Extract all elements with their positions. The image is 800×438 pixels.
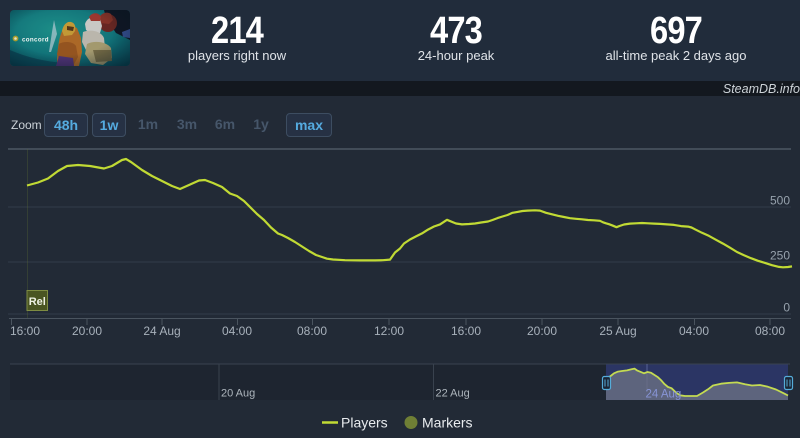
svg-text:24 Aug: 24 Aug	[646, 389, 682, 401]
svg-text:08:00: 08:00	[297, 324, 327, 338]
svg-text:04:00: 04:00	[222, 324, 252, 338]
svg-text:250: 250	[770, 249, 790, 263]
svg-text:25 Aug: 25 Aug	[599, 324, 636, 338]
svg-text:12:00: 12:00	[374, 324, 404, 338]
svg-text:20:00: 20:00	[527, 324, 557, 338]
svg-text:500: 500	[770, 194, 790, 208]
svg-text:22 Aug: 22 Aug	[436, 388, 470, 400]
svg-text:16:00: 16:00	[451, 324, 481, 338]
svg-text:0: 0	[783, 301, 790, 315]
svg-text:concord: concord	[22, 36, 49, 43]
svg-text:Players: Players	[341, 415, 388, 431]
svg-text:Markers: Markers	[422, 415, 473, 431]
svg-text:04:00: 04:00	[679, 324, 709, 338]
svg-text:24 Aug: 24 Aug	[143, 324, 180, 338]
svg-text:20 Aug: 20 Aug	[221, 388, 255, 400]
svg-text:16:00: 16:00	[10, 324, 40, 338]
svg-text:20:00: 20:00	[72, 324, 102, 338]
svg-text:Rel: Rel	[29, 296, 46, 308]
svg-text:08:00: 08:00	[755, 324, 785, 338]
